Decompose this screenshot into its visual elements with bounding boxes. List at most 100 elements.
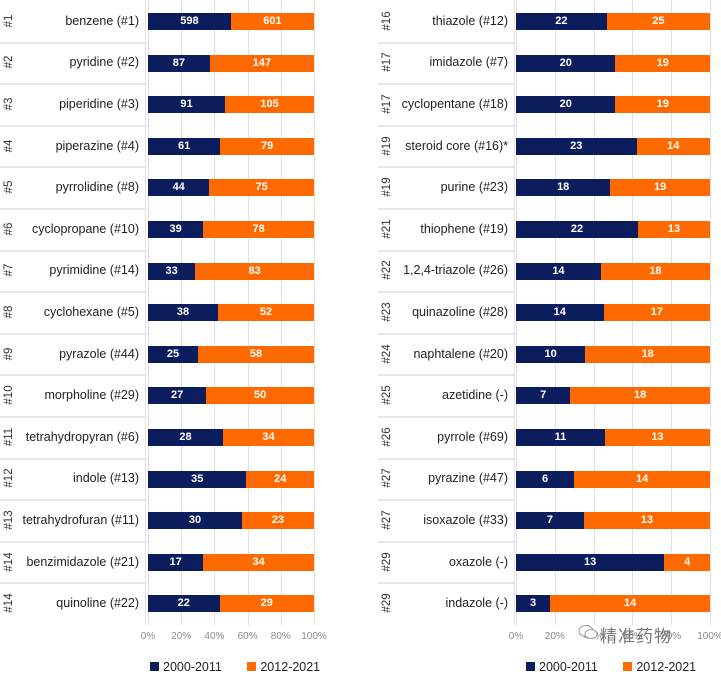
bar-segment-2012-2021 <box>615 54 710 72</box>
category-label: piperidine (#3) <box>59 97 139 111</box>
data-label-2012-2021: 58 <box>249 347 263 360</box>
category-label: purine (#23) <box>440 180 508 195</box>
stacked-bar: 6 14 <box>516 470 710 488</box>
row-separator <box>0 208 145 210</box>
bar-segment-2012-2021 <box>606 13 710 30</box>
rank-label: #10 <box>3 385 15 405</box>
bar-segment-2012-2021 <box>203 553 314 571</box>
data-label-2000-2011: 39 <box>169 223 182 235</box>
x-tick-label: 20% <box>171 631 192 642</box>
category-label: quinazoline (#28) <box>412 305 508 319</box>
data-label-2000-2011: 11 <box>554 431 567 443</box>
row-separator <box>0 416 145 418</box>
row-separator <box>378 540 514 543</box>
category-label: pyridine (#2) <box>69 55 139 70</box>
bar-segment-2000-2011 <box>148 345 198 363</box>
data-label-2000-2011: 7 <box>540 389 547 402</box>
data-label-2012-2021: 78 <box>252 223 265 235</box>
data-label-2012-2021: 147 <box>252 56 272 69</box>
data-label-2012-2021: 14 <box>623 597 637 610</box>
category-label: tetrahydropyran (#6) <box>25 429 139 444</box>
category-label: isoxazole (#33) <box>423 513 508 527</box>
data-label-2012-2021: 25 <box>652 15 665 27</box>
rank-label: #16 <box>381 11 393 31</box>
category-label: oxazole (-) <box>448 554 508 569</box>
category-label: imidazole (#7) <box>429 55 508 70</box>
data-label-2000-2011: 18 <box>557 181 570 194</box>
data-label-2000-2011: 28 <box>179 431 192 443</box>
data-label-2000-2011: 23 <box>570 139 583 152</box>
rank-label: #22 <box>381 260 393 280</box>
data-label-2012-2021: 601 <box>263 15 282 27</box>
data-label-2000-2011: 22 <box>570 223 584 235</box>
row-separator <box>378 291 514 294</box>
row-separator <box>378 332 514 335</box>
stacked-bar: 598 601 <box>148 13 314 30</box>
category-label: indole (#13) <box>72 471 139 486</box>
bar-segment-2012-2021 <box>198 345 314 363</box>
rank-label: #3 <box>3 97 15 111</box>
bar-segment-2012-2021 <box>615 96 710 114</box>
stacked-bar: 10 18 <box>516 345 710 363</box>
bar-segment-2000-2011 <box>516 387 571 405</box>
bar-segment-2000-2011 <box>516 345 586 363</box>
stacked-bar: 27 50 <box>148 387 314 405</box>
legend-label: 2012-2021 <box>260 660 321 674</box>
row-separator <box>378 249 514 252</box>
data-label-2012-2021: 13 <box>640 514 654 527</box>
legend-swatch-orange <box>623 662 633 671</box>
bar-segment-2012-2021 <box>203 221 314 238</box>
row-separator <box>0 249 145 252</box>
bar-segment-2000-2011 <box>148 387 207 405</box>
bar-segment-2012-2021 <box>218 304 314 322</box>
stacked-bar: 18 19 <box>516 179 710 197</box>
data-label-2000-2011: 13 <box>584 555 597 568</box>
stacked-bar: 87 147 <box>148 54 314 72</box>
category-label: azetidine (-) <box>442 388 508 403</box>
legend-item-2012-2021: 2012-2021 <box>247 660 320 674</box>
x-tick-label: 60% <box>622 631 643 642</box>
bar-segment-2000-2011 <box>516 96 616 114</box>
data-label-2012-2021: 24 <box>274 472 287 485</box>
data-label-2000-2011: 27 <box>170 389 184 402</box>
bar-segment-2000-2011 <box>516 595 551 613</box>
row-separator <box>378 374 514 377</box>
rank-label: #14 <box>3 552 15 572</box>
data-label-2000-2011: 38 <box>176 306 190 319</box>
category-label-box: thiazole (#12) imidazole (#7) cyclopentane… <box>378 0 515 625</box>
x-tick-label: 80% <box>270 631 291 642</box>
rank-label: #1 <box>3 14 15 28</box>
stacked-bar: 91 105 <box>148 96 314 114</box>
bar-segment-2012-2021 <box>206 387 314 405</box>
x-tick-label: 0% <box>508 631 524 642</box>
rank-label: #19 <box>381 177 393 197</box>
bar-segment-2000-2011 <box>148 13 231 30</box>
rank-label: #7 <box>3 264 15 277</box>
bar-segment-2012-2021 <box>570 387 710 405</box>
bar-segment-2012-2021 <box>637 221 710 238</box>
data-label-2000-2011: 35 <box>191 472 204 485</box>
bar-segment-2000-2011 <box>148 595 220 613</box>
data-label-2012-2021: 13 <box>667 223 681 235</box>
data-label-2012-2021: 18 <box>634 389 647 402</box>
category-label: piperazine (#4) <box>55 138 139 153</box>
stacked-bar: 25 58 <box>148 345 314 363</box>
bar-segment-2012-2021 <box>636 137 710 155</box>
rank-label: #13 <box>3 510 15 530</box>
data-label-2000-2011: 20 <box>559 56 572 69</box>
stacked-bar: 17 34 <box>148 553 314 571</box>
bar-segment-2000-2011 <box>516 221 638 238</box>
data-label-2012-2021: 4 <box>684 555 691 568</box>
row-separator <box>0 124 145 127</box>
data-label-2012-2021: 105 <box>260 98 279 111</box>
rank-label: #23 <box>381 302 393 322</box>
x-tick-label: 40% <box>204 631 225 642</box>
row-separator <box>0 540 145 543</box>
bar-segment-2000-2011 <box>148 553 204 571</box>
category-label: cyclopentane (#18) <box>401 97 508 111</box>
stacked-bar: 61 79 <box>148 137 314 155</box>
data-label-2000-2011: 598 <box>180 15 199 27</box>
bar-segment-2012-2021 <box>209 54 314 72</box>
bar-segment-2000-2011 <box>148 96 226 114</box>
category-label: tetrahydrofuran (#11) <box>22 513 140 527</box>
